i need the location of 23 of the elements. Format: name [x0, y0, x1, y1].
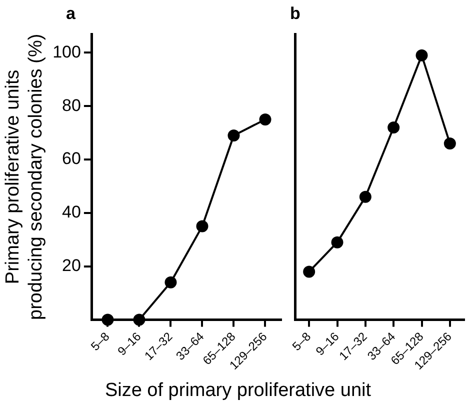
point	[259, 113, 272, 126]
y-tick-label: 40	[62, 202, 81, 222]
point	[331, 236, 344, 248]
x-axis-title: Size of primary proliferative unit	[104, 380, 372, 402]
point	[416, 49, 428, 62]
point	[444, 138, 456, 150]
x-tick-label: 5–8	[88, 329, 112, 354]
y-tick-label: 80	[62, 96, 81, 115]
y-tick-label: 60	[62, 149, 81, 168]
y-tick-label: 20	[62, 256, 81, 276]
point	[228, 129, 240, 142]
point	[102, 314, 114, 326]
point	[196, 220, 208, 232]
y-axis-title: Primary proliferative units producing secondary colonies (%)	[2, 34, 46, 320]
chart-title: b	[290, 4, 300, 24]
point	[359, 190, 372, 203]
chart-title: a	[66, 4, 76, 24]
point	[164, 276, 177, 288]
x-tick-label: 5–8	[289, 329, 314, 354]
y-tick-label: 100	[52, 42, 81, 62]
point	[303, 266, 316, 278]
point	[388, 121, 400, 134]
point	[133, 314, 146, 326]
